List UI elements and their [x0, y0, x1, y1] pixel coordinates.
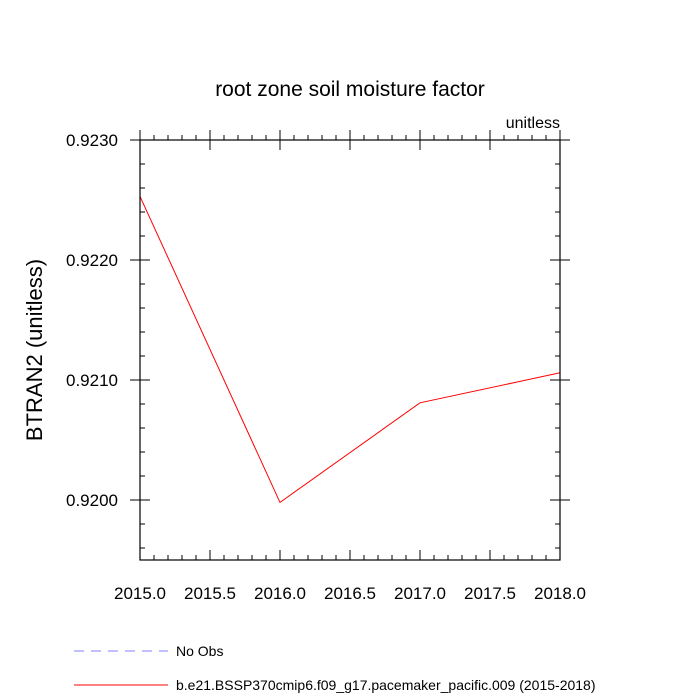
y-tick-label: 0.9200 [66, 491, 118, 510]
x-tick-label: 2016.5 [324, 584, 376, 603]
x-tick-label: 2015.5 [184, 584, 236, 603]
x-tick-label: 2017.5 [464, 584, 516, 603]
x-tick-label: 2018.0 [534, 584, 586, 603]
chart-title: root zone soil moisture factor [215, 78, 485, 101]
legend-label-no-obs: No Obs [176, 643, 223, 659]
tick-labels: 2015.0 2015.5 2016.0 2016.5 2017.0 2017.5 2018… [66, 131, 586, 603]
x-tick-label: 2017.0 [394, 584, 446, 603]
y-tick-label: 0.9210 [66, 371, 118, 390]
axis-ticks [130, 130, 570, 560]
legend-label-series: b.e21.BSSP370cmip6.f09_g17.pacemaker_pac… [176, 677, 596, 693]
x-tick-label: 2016.0 [254, 584, 306, 603]
units-label: unitless [506, 115, 560, 132]
plot-frame [139, 139, 561, 561]
series-line [139, 196, 561, 504]
legend: No Obs b.e21.BSSP370cmip6.f09_g17.pacema… [74, 643, 596, 693]
x-tick-label: 2015.0 [114, 584, 166, 603]
series-layer [139, 196, 561, 504]
y-tick-label: 0.9220 [66, 251, 118, 270]
y-tick-label: 0.9230 [66, 131, 118, 150]
y-axis-label: BTRAN2 (unitless) [22, 259, 47, 441]
